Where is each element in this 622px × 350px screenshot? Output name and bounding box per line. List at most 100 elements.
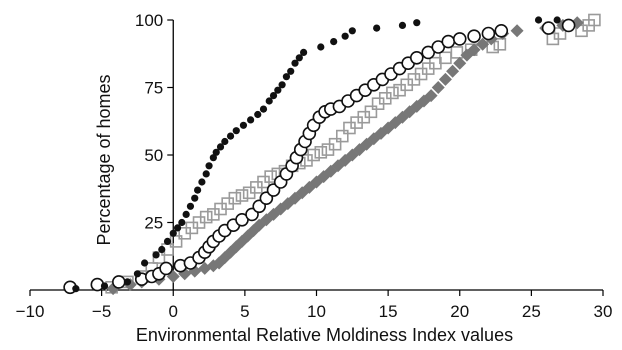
data-point-filled-circle (178, 218, 186, 227)
data-point-filled-circle (226, 132, 235, 140)
x-tick-label: 10 (307, 302, 326, 321)
data-point-filled-circle (141, 259, 149, 267)
data-point-filled-circle (123, 278, 132, 286)
data-point-filled-circle (348, 27, 356, 35)
x-tick-label: −5 (92, 302, 111, 321)
data-point-open-square (588, 13, 601, 27)
data-point-open-circle (467, 29, 481, 44)
data-point-filled-circle (291, 59, 299, 67)
data-point-filled-diamond (374, 126, 388, 140)
data-point-filled-circle (221, 137, 229, 146)
data-point-filled-circle (173, 224, 182, 232)
data-point-open-circle (561, 18, 576, 33)
data-point-filled-circle (232, 127, 240, 135)
data-point-filled-diamond (467, 43, 481, 57)
data-point-filled-circle (158, 245, 166, 254)
series-filled-diamond (106, 16, 584, 296)
data-point-filled-circle (278, 81, 286, 89)
y-ticks: 25 50 75 100 (135, 11, 174, 233)
data-point-filled-circle (72, 285, 80, 293)
series-open-square (105, 13, 601, 294)
data-point-filled-circle (317, 43, 325, 51)
data-point-filled-circle (254, 110, 262, 119)
data-point-filled-circle (274, 86, 282, 94)
data-point-open-circle (441, 34, 456, 49)
data-point-filled-circle (247, 116, 255, 124)
data-point-filled-circle (212, 148, 220, 156)
data-point-open-square (314, 146, 328, 159)
data-point-filled-diamond (424, 89, 438, 103)
data-point-filled-circle (209, 154, 217, 162)
y-axis-title: Percentage of homes (94, 74, 114, 245)
data-point-open-square (199, 210, 213, 224)
data-point-filled-circle (398, 21, 407, 29)
data-point-filled-circle (163, 237, 172, 245)
series-filled-circle (72, 16, 561, 293)
data-point-filled-circle (287, 67, 295, 75)
data-point-open-circle (541, 21, 556, 35)
data-point-filled-circle (534, 16, 543, 24)
data-point-filled-circle (269, 92, 278, 100)
data-point-filled-diamond (476, 37, 490, 51)
data-point-filled-circle (300, 48, 308, 57)
data-point-filled-circle (205, 162, 213, 170)
data-point-open-square (364, 105, 378, 119)
data-point-filled-circle (239, 121, 248, 129)
y-tick-label: 100 (135, 11, 163, 30)
x-tick-label: 5 (240, 302, 249, 321)
data-point-open-square (307, 148, 320, 162)
data-point-open-circle (112, 275, 126, 289)
data-point-filled-circle (100, 282, 109, 290)
data-point-filled-circle (191, 194, 199, 202)
data-point-open-square (386, 86, 399, 100)
series-open-circle (63, 18, 576, 295)
data-point-filled-circle (553, 16, 561, 24)
data-point-open-circle (159, 261, 173, 276)
data-point-open-circle (481, 26, 496, 41)
data-point-open-circle (409, 50, 424, 65)
data-point-filled-circle (194, 186, 202, 194)
x-axis-title: Environmental Relative Moldiness Index v… (136, 325, 513, 345)
data-point-open-square (493, 37, 507, 51)
data-point-filled-circle (216, 143, 225, 151)
data-point-filled-circle (265, 97, 273, 105)
data-point-filled-diamond (453, 56, 467, 70)
data-point-filled-diamond (431, 81, 445, 94)
data-point-open-square (328, 137, 342, 151)
y-tick-label: 25 (144, 214, 163, 233)
data-point-filled-circle (186, 202, 195, 210)
series-layer (63, 13, 601, 296)
x-tick-label: 0 (169, 302, 178, 321)
data-point-open-circle (452, 32, 467, 46)
axes (30, 20, 603, 291)
data-point-filled-circle (259, 105, 268, 113)
data-point-filled-diamond (510, 24, 524, 38)
data-point-open-square (450, 46, 464, 59)
data-point-open-square (228, 191, 242, 205)
x-tick-label: 15 (379, 302, 398, 321)
data-point-filled-circle (198, 178, 206, 186)
y-tick-label: 50 (144, 146, 163, 165)
x-tick-label: 20 (450, 302, 469, 321)
data-point-filled-circle (133, 270, 142, 278)
data-point-open-square (152, 251, 166, 264)
data-point-filled-circle (413, 19, 421, 27)
x-ticks: −10 −5 0 5 10 15 20 25 30 (16, 290, 613, 321)
data-point-filled-circle (341, 32, 349, 40)
data-point-open-square (264, 170, 277, 183)
data-point-filled-circle (202, 170, 210, 178)
data-point-filled-circle (182, 210, 190, 218)
data-point-filled-circle (330, 38, 338, 46)
data-point-open-square (335, 129, 349, 143)
x-tick-label: −10 (16, 302, 45, 321)
data-point-filled-diamond (438, 72, 452, 86)
data-point-open-circle (494, 23, 509, 38)
x-tick-label: 30 (594, 302, 613, 321)
data-point-filled-circle (282, 73, 291, 81)
data-point-filled-circle (152, 251, 160, 259)
data-point-filled-circle (373, 24, 381, 32)
data-point-filled-diamond (446, 64, 460, 78)
data-point-open-square (235, 189, 249, 202)
data-point-filled-circle (295, 54, 303, 62)
